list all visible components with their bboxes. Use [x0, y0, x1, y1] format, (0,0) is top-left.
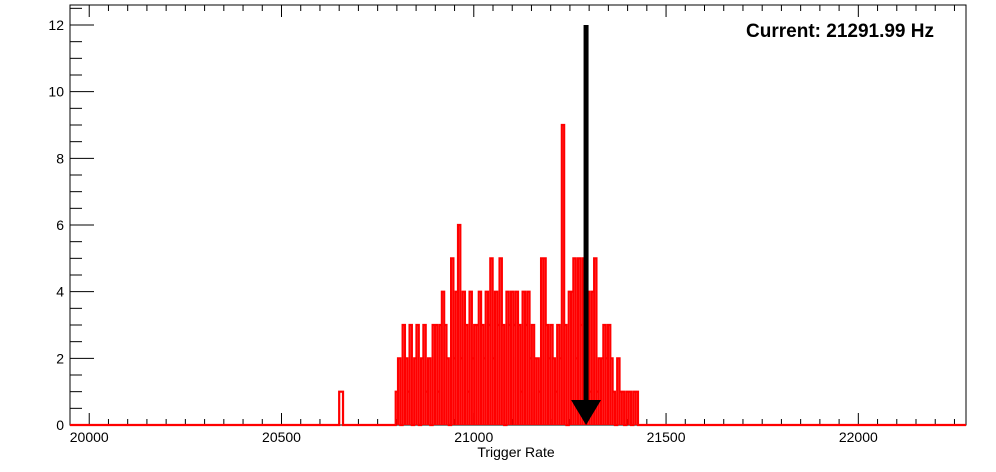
- axis-tick-labels: 20000 20500 21000 21500 22000 0 2 4 6 8 10 12: [48, 17, 878, 445]
- histogram-series: [70, 123, 966, 427]
- y-tick-label: 8: [56, 150, 64, 166]
- y-tick-label: 6: [56, 217, 64, 233]
- x-tick-label: 20000: [70, 429, 109, 445]
- x-axis-label: Trigger Rate: [477, 444, 555, 460]
- x-tick-label: 22000: [839, 429, 878, 445]
- y-tick-label: 0: [56, 417, 64, 433]
- axis-ticks: [69, 5, 955, 426]
- x-tick-label: 21000: [454, 429, 493, 445]
- arrow-head: [571, 400, 602, 425]
- y-tick-label: 4: [56, 284, 64, 300]
- x-tick-label: 20500: [262, 429, 301, 445]
- x-tick-label: 21500: [647, 429, 686, 445]
- y-tick-label: 10: [48, 84, 64, 100]
- y-tick-label: 2: [56, 350, 64, 366]
- current-rate-arrow: [571, 25, 602, 425]
- current-rate-annotation: Current: 21291.99 Hz: [746, 21, 934, 42]
- y-tick-label: 12: [48, 17, 64, 33]
